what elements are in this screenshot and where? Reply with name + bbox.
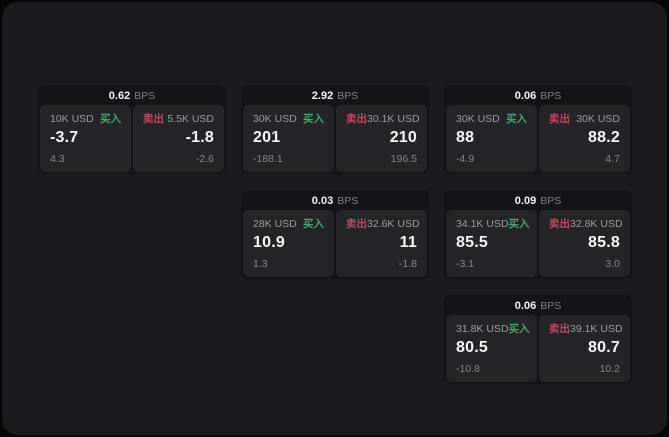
sell-button[interactable]: 卖出 bbox=[346, 218, 367, 230]
quote-card-1: 0.62 BPS 10K USD 买入 -3.7 4.3 卖出 5.5K USD bbox=[38, 85, 226, 174]
buy-amount: 30K USD bbox=[253, 113, 297, 125]
quote-card-4: 0.03 BPS 28K USD 买入 10.9 1.3 卖出 32.6K US… bbox=[241, 190, 429, 279]
sell-price: -1.8 bbox=[185, 129, 214, 146]
bps-header: 0.03 BPS bbox=[243, 192, 427, 210]
buy-button[interactable]: 买入 bbox=[508, 323, 530, 335]
sell-button[interactable]: 卖出 bbox=[346, 113, 367, 125]
buy-price: 201 bbox=[253, 129, 281, 146]
bps-value: 0.62 bbox=[108, 90, 131, 102]
bps-value: 0.06 bbox=[514, 90, 537, 102]
bps-unit-label: BPS bbox=[337, 90, 359, 102]
bps-value: 2.92 bbox=[311, 90, 334, 102]
sell-button[interactable]: 卖出 bbox=[549, 323, 570, 335]
bps-unit-label: BPS bbox=[540, 195, 562, 207]
sell-delta: -2.6 bbox=[195, 153, 214, 165]
buy-amount: 30K USD bbox=[456, 113, 500, 125]
sell-amount: 30.1K USD bbox=[367, 113, 420, 125]
buy-delta: -188.1 bbox=[253, 153, 283, 165]
buy-price: 80.5 bbox=[456, 339, 488, 356]
bps-header: 0.06 BPS bbox=[446, 87, 630, 105]
buy-amount: 31.8K USD bbox=[456, 323, 509, 335]
buy-delta: -4.9 bbox=[456, 153, 475, 165]
sell-button[interactable]: 卖出 bbox=[549, 113, 570, 125]
sell-button[interactable]: 卖出 bbox=[143, 113, 164, 125]
bps-header: 0.62 BPS bbox=[40, 87, 224, 105]
sell-price: 88.2 bbox=[588, 129, 620, 146]
buy-amount: 34.1K USD bbox=[456, 218, 509, 230]
buy-quote-tile[interactable]: 30K USD 买入 88 -4.9 bbox=[446, 105, 537, 172]
sell-amount: 5.5K USD bbox=[167, 113, 214, 125]
bps-unit-label: BPS bbox=[540, 90, 562, 102]
buy-button[interactable]: 买入 bbox=[303, 113, 324, 125]
sell-amount: 32.8K USD bbox=[570, 218, 623, 230]
sell-quote-tile[interactable]: 卖出 32.6K USD 11 -1.8 bbox=[336, 210, 427, 277]
bps-header: 0.06 BPS bbox=[446, 297, 630, 315]
bps-unit-label: BPS bbox=[337, 195, 359, 207]
bps-unit-label: BPS bbox=[134, 90, 156, 102]
buy-quote-tile[interactable]: 31.8K USD 买入 80.5 -10.8 bbox=[446, 315, 537, 382]
sell-quote-tile[interactable]: 卖出 30K USD 88.2 4.7 bbox=[539, 105, 630, 172]
sell-button[interactable]: 卖出 bbox=[549, 218, 570, 230]
buy-quote-tile[interactable]: 34.1K USD 买入 85.5 -3.1 bbox=[446, 210, 537, 277]
buy-delta: -10.8 bbox=[456, 363, 480, 375]
sell-delta: 3.0 bbox=[605, 258, 620, 270]
bps-value: 0.03 bbox=[311, 195, 334, 207]
buy-button[interactable]: 买入 bbox=[506, 113, 527, 125]
sell-price: 80.7 bbox=[588, 339, 620, 356]
buy-delta: 1.3 bbox=[253, 258, 268, 270]
buy-price: 10.9 bbox=[253, 234, 285, 251]
quote-card-3: 0.06 BPS 30K USD 买入 88 -4.9 卖出 30K USD bbox=[444, 85, 632, 174]
buy-button[interactable]: 买入 bbox=[100, 113, 121, 125]
sell-quote-tile[interactable]: 卖出 32.8K USD 85.8 3.0 bbox=[539, 210, 630, 277]
buy-delta: 4.3 bbox=[50, 153, 65, 165]
sell-price: 85.8 bbox=[588, 234, 620, 251]
buy-button[interactable]: 买入 bbox=[508, 218, 530, 230]
buy-price: 88 bbox=[456, 129, 475, 146]
buy-price: -3.7 bbox=[50, 129, 79, 146]
buy-delta: -3.1 bbox=[456, 258, 475, 270]
sell-delta: 196.5 bbox=[390, 153, 417, 165]
bps-unit-label: BPS bbox=[540, 300, 562, 312]
quote-grid: 0.62 BPS 10K USD 买入 -3.7 4.3 卖出 5.5K USD bbox=[38, 85, 632, 384]
buy-button[interactable]: 买入 bbox=[303, 218, 324, 230]
bps-header: 0.09 BPS bbox=[446, 192, 630, 210]
buy-amount: 28K USD bbox=[253, 218, 297, 230]
sell-delta: 10.2 bbox=[599, 363, 620, 375]
buy-quote-tile[interactable]: 30K USD 买入 201 -188.1 bbox=[243, 105, 334, 172]
bps-value: 0.06 bbox=[514, 300, 537, 312]
bps-value: 0.09 bbox=[514, 195, 537, 207]
sell-price: 210 bbox=[389, 129, 417, 146]
sell-quote-tile[interactable]: 卖出 30.1K USD 210 196.5 bbox=[336, 105, 427, 172]
sell-quote-tile[interactable]: 卖出 39.1K USD 80.7 10.2 bbox=[539, 315, 630, 382]
buy-quote-tile[interactable]: 10K USD 买入 -3.7 4.3 bbox=[40, 105, 131, 172]
sell-delta: 4.7 bbox=[605, 153, 620, 165]
quote-card-2: 2.92 BPS 30K USD 买入 201 -188.1 卖出 30.1K … bbox=[241, 85, 429, 174]
sell-amount: 39.1K USD bbox=[570, 323, 623, 335]
sell-quote-tile[interactable]: 卖出 5.5K USD -1.8 -2.6 bbox=[133, 105, 224, 172]
buy-amount: 10K USD bbox=[50, 113, 94, 125]
buy-price: 85.5 bbox=[456, 234, 488, 251]
quote-card-5: 0.09 BPS 34.1K USD 买入 85.5 -3.1 卖出 32.8K… bbox=[444, 190, 632, 279]
sell-amount: 32.6K USD bbox=[367, 218, 420, 230]
bps-header: 2.92 BPS bbox=[243, 87, 427, 105]
quote-card-6: 0.06 BPS 31.8K USD 买入 80.5 -10.8 卖出 39.1… bbox=[444, 295, 632, 384]
sell-amount: 30K USD bbox=[576, 113, 620, 125]
buy-quote-tile[interactable]: 28K USD 买入 10.9 1.3 bbox=[243, 210, 334, 277]
sell-price: 11 bbox=[399, 234, 417, 251]
sell-delta: -1.8 bbox=[398, 258, 417, 270]
